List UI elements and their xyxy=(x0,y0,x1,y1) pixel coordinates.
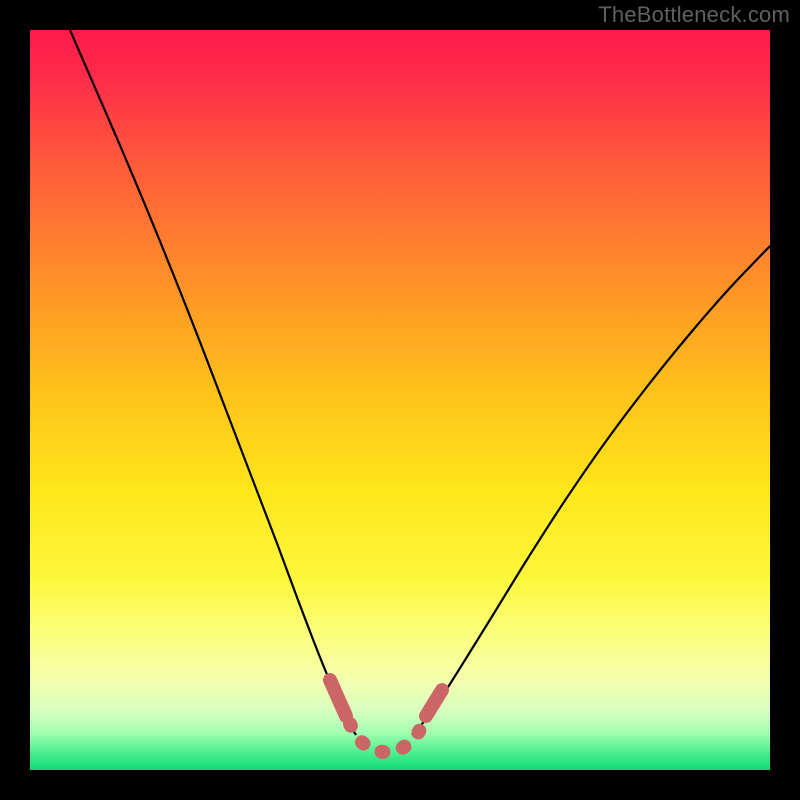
curves-layer xyxy=(30,30,770,770)
curve-left xyxy=(70,30,356,735)
highlight-tick-left xyxy=(330,680,346,716)
highlight-bottom-connector xyxy=(350,724,422,752)
plot-area xyxy=(30,30,770,770)
chart-container: TheBottleneck.com xyxy=(0,0,800,800)
watermark-text: TheBottleneck.com xyxy=(598,2,790,28)
highlight-tick-right xyxy=(426,690,442,716)
curve-right xyxy=(412,246,770,735)
